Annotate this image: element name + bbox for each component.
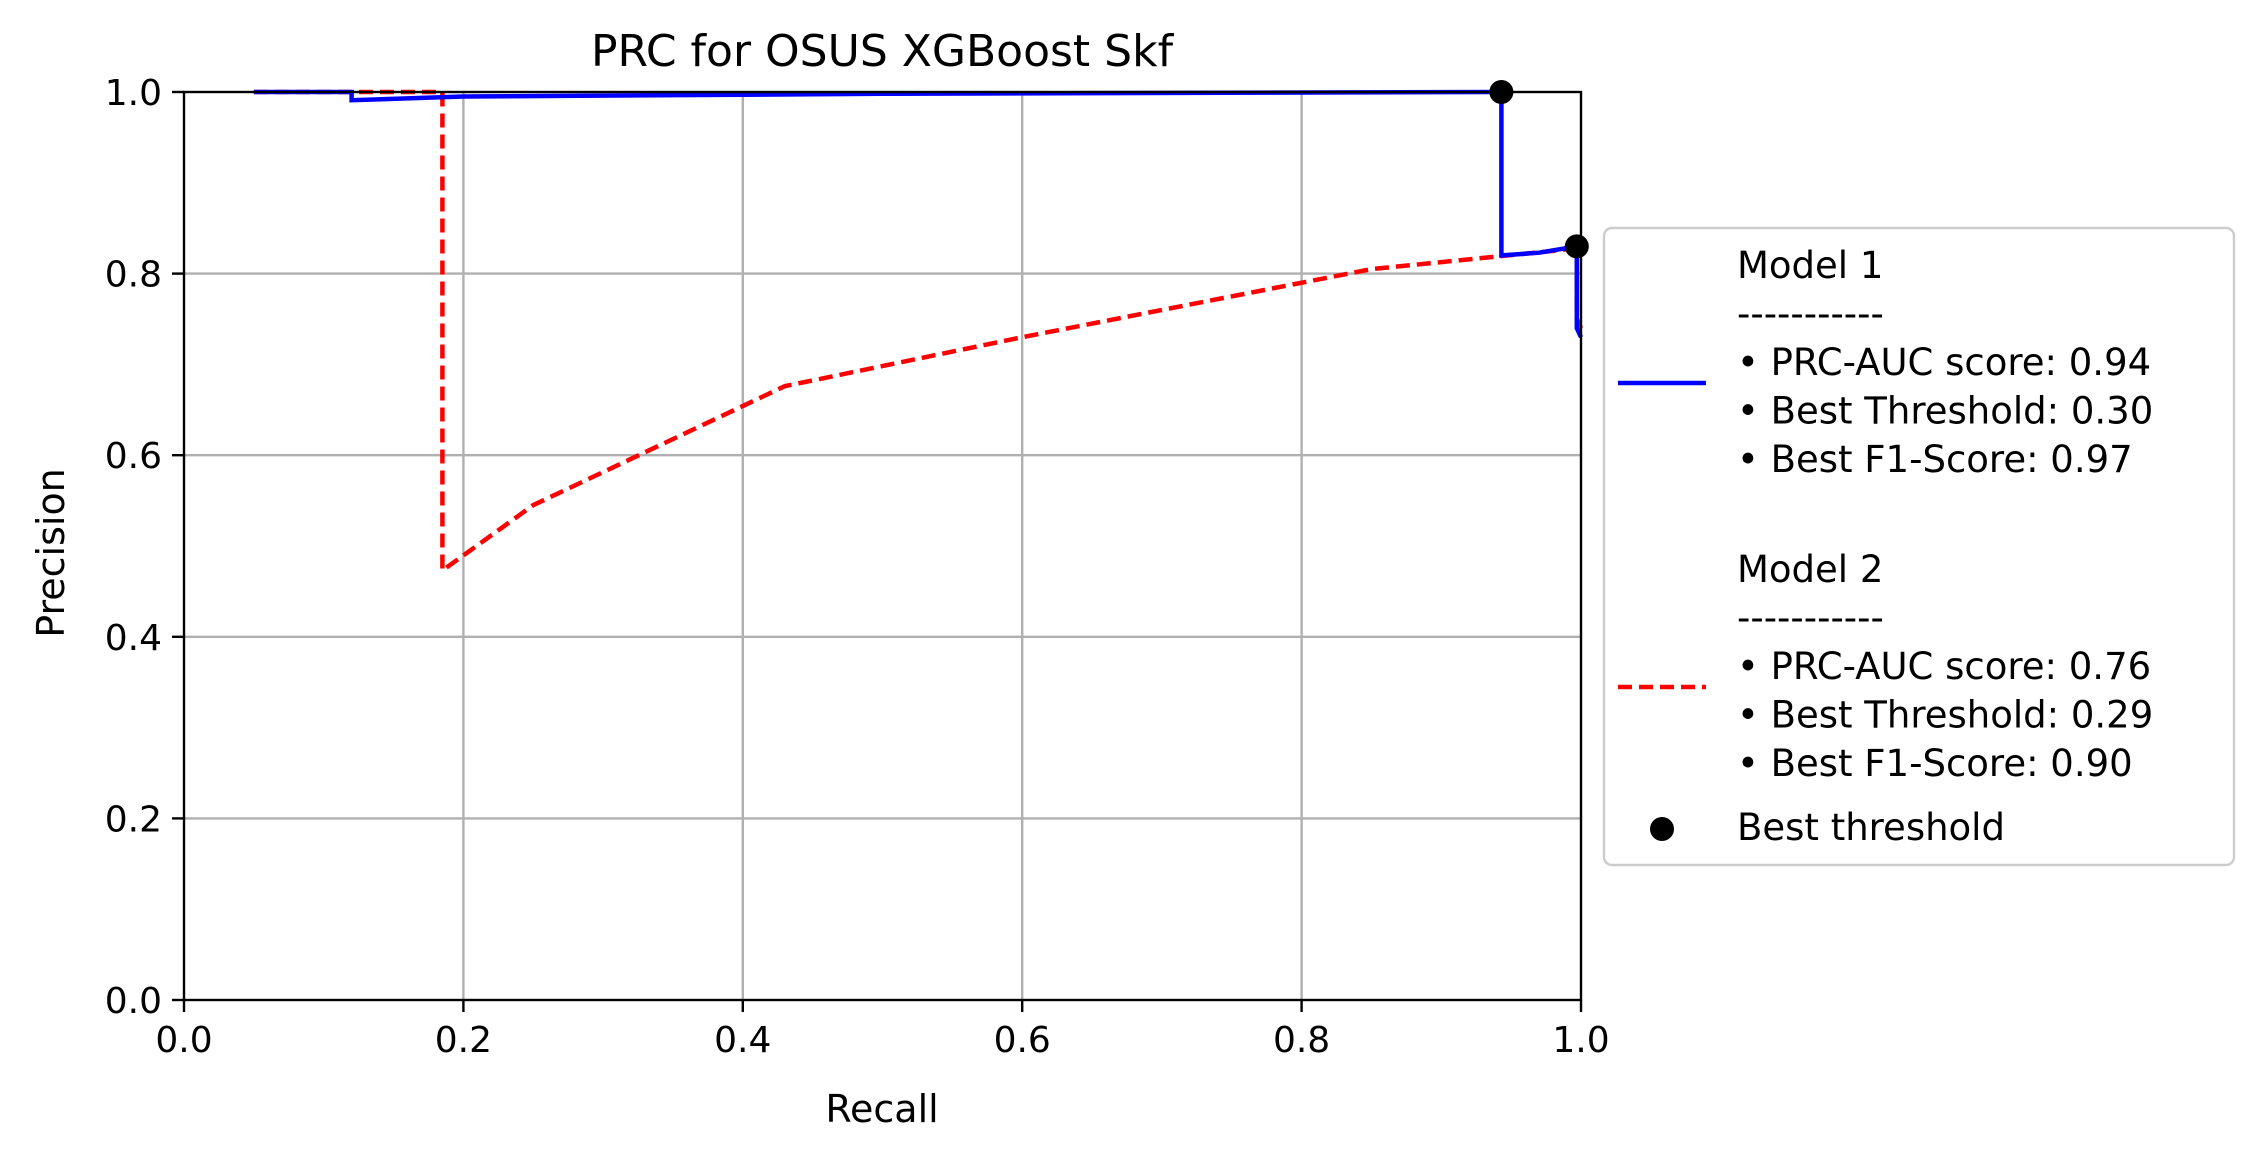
x-tick-label: 0.6 [994,1020,1051,1061]
series-line-1 [253,89,1584,339]
series-layer [253,89,1584,575]
axes: 0.0 0.2 0.4 0.6 0.8 1.0 0.0 0.2 0.4 0.6 0.8 1.0 [105,73,1610,1061]
legend-entry-line: • Best Threshold: 0.29 [1737,694,2153,737]
x-axis-label: Recall [825,1087,938,1131]
legend-frame [1602,226,2236,867]
y-tick-label: 0.6 [105,436,162,477]
legend-entry-name: Model 2 [1737,548,1883,591]
legend: Model 1 ----------- • PRC-AUC score: 0.94… [1602,226,2236,867]
y-tick-label: 0.4 [105,618,162,659]
legend-entry-line: • Best F1-Score: 0.97 [1737,438,2133,481]
x-tick-label: 0.4 [714,1020,771,1061]
grid-lines [184,92,1581,1000]
y-tick-label: 0.2 [105,799,162,840]
best-threshold-markers [1489,80,1589,259]
legend-entry-best-threshold: Best threshold [1737,806,2005,849]
legend-entry-line: • Best Threshold: 0.30 [1737,390,2153,433]
x-tick-label: 0.2 [435,1020,492,1061]
x-tick-label: 1.0 [1552,1020,1609,1061]
best-threshold-point [1564,234,1589,259]
chart-title: PRC for OSUS XGBoost Skf [591,26,1175,77]
series-line-2 [253,89,1584,575]
legend-entry-name: Model 1 [1737,244,1883,287]
x-tick-label: 0.0 [155,1020,212,1061]
legend-entry-line: ----------- [1737,597,1884,640]
plot-frame [182,90,1583,1002]
y-tick-label: 0.0 [105,981,162,1022]
y-tick-label: 1.0 [105,73,162,114]
legend-entry-line: • Best F1-Score: 0.90 [1737,742,2133,785]
legend-entry-line: • PRC-AUC score: 0.94 [1737,341,2151,384]
legend-entry-line: ----------- [1737,293,1884,336]
y-axis-label: Precision [29,468,73,638]
y-tick-label: 0.8 [105,255,162,296]
x-tick-label: 0.8 [1273,1020,1330,1061]
legend-entry-line: • PRC-AUC score: 0.76 [1737,645,2151,688]
legend-marker-icon [1650,817,1674,841]
